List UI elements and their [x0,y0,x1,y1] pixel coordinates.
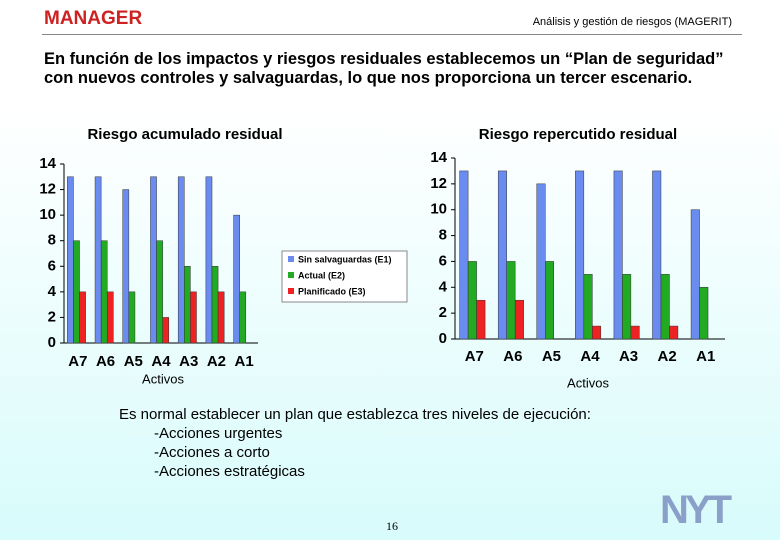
legend-swatch [288,288,294,294]
bar [150,176,157,344]
legend-label: Actual (E2) [298,270,345,280]
x-tick-label: A3 [179,353,198,370]
y-tick-label: 2 [48,308,56,325]
x-tick-label: A6 [503,348,522,365]
bar [476,299,486,340]
legend-label: Sin salvaguardas (E1) [298,254,392,264]
bar [660,274,670,340]
bar [73,240,80,344]
bar [211,266,219,344]
chart-title: Riesgo repercutido residual [479,126,677,143]
bar [690,209,700,340]
bar [592,325,602,340]
y-tick-label: 14 [39,155,56,172]
x-tick-label: A5 [542,348,561,365]
bar [67,176,74,344]
bar [506,261,516,340]
y-tick-label: 12 [39,181,56,198]
bar [184,266,191,344]
bar [583,274,593,340]
bar [128,291,136,344]
y-tick-label: 10 [39,206,56,223]
x-tick-label: A7 [465,348,484,365]
x-tick-label: A2 [207,353,226,370]
bar [156,240,163,344]
bar [652,170,662,340]
bar [622,274,632,340]
y-tick-label: 6 [48,257,56,274]
bar [699,287,709,340]
bar [630,325,640,340]
y-tick-label: 12 [430,175,447,192]
legend-swatch [288,272,294,278]
page-number: 16 [386,519,398,533]
y-tick-label: 8 [48,232,56,249]
x-axis-label: Activos [567,375,609,390]
body-item: -Acciones estratégicas [154,463,305,480]
x-tick-label: A2 [658,348,677,365]
logo: MANAGER [44,8,143,29]
bar [613,170,623,340]
bar [94,176,102,344]
body-list: -Acciones urgentes -Acciones a corto -Acci… [119,424,591,481]
legend-box [281,250,408,303]
bar [459,170,469,340]
y-tick-label: 6 [439,252,447,269]
bar [514,299,524,340]
x-tick-label: A1 [696,348,715,365]
bar [122,189,130,344]
bar [79,291,86,344]
y-tick-label: 4 [48,283,57,300]
y-tick-label: 0 [439,330,447,347]
bar [575,170,585,340]
x-tick-label: A3 [619,348,638,365]
bar [217,291,225,344]
bar [545,261,554,340]
x-tick-label: A4 [580,348,600,365]
x-tick-label: A7 [68,353,87,370]
bar [239,291,247,344]
bar [100,240,108,344]
body: Es normal establecer un plan que estable… [119,405,591,481]
header-rule [42,34,742,35]
y-tick-label: 10 [430,201,447,218]
y-tick-label: 4 [439,278,448,295]
chart-title: Riesgo acumulado residual [87,126,282,143]
bar [177,176,185,344]
x-tick-label: A4 [151,353,171,370]
x-axis-label: Activos [142,371,184,386]
heading: En función de los impactos y riesgos res… [44,50,724,87]
bar [190,291,197,344]
body-item: -Acciones a corto [154,444,270,461]
y-tick-label: 8 [439,227,447,244]
footer-logo: NYT [660,488,732,532]
header-subtitle: Análisis y gestión de riesgos (MAGERIT) [532,16,732,28]
bar [669,325,679,340]
bar [467,261,477,340]
bar [233,214,240,344]
bar [536,183,546,340]
legend-label: Planificado (E3) [298,286,366,296]
legend-swatch [288,256,294,262]
y-tick-label: 2 [439,304,447,321]
y-tick-label: 14 [430,149,447,166]
body-intro: Es normal establecer un plan que estable… [119,406,591,423]
x-tick-label: A5 [124,353,143,370]
x-tick-label: A1 [235,353,254,370]
charts: Riesgo acumulado residual Activos 0 2 4 6 8 10 1… [39,126,725,390]
x-tick-label: A6 [96,353,115,370]
bar [205,176,213,344]
bar [106,291,114,344]
body-item: -Acciones urgentes [154,425,283,442]
bar [162,317,170,344]
bar [497,170,507,340]
y-tick-label: 0 [48,334,56,351]
